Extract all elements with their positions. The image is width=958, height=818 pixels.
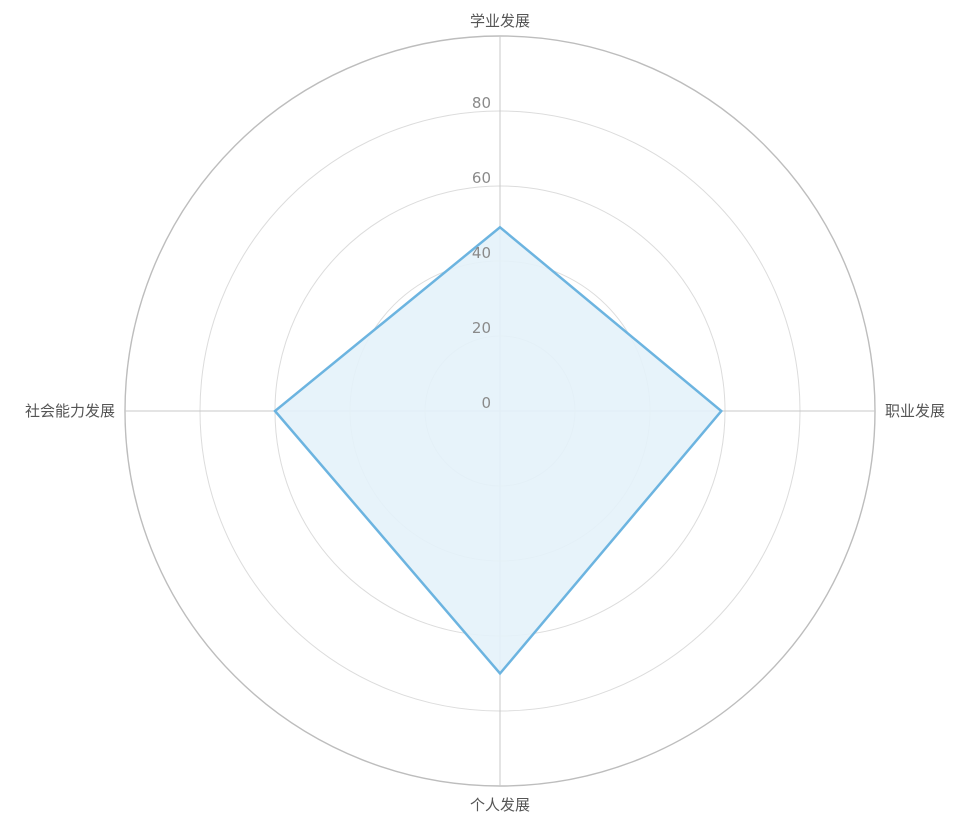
series-area — [273, 225, 724, 676]
axis-label-1: 职业发展 — [885, 402, 945, 420]
tick-label-80: 80 — [472, 94, 491, 112]
axis-label-3: 社会能力发展 — [25, 402, 115, 420]
tick-label-0: 0 — [481, 394, 491, 412]
tick-label-40: 40 — [472, 244, 491, 262]
tick-label-60: 60 — [472, 169, 491, 187]
tick-label-20: 20 — [472, 319, 491, 337]
axis-label-2: 个人发展 — [470, 796, 530, 814]
radial-tick-labels: 0 20 40 60 80 — [472, 94, 491, 412]
axis-label-0: 学业发展 — [470, 12, 530, 30]
